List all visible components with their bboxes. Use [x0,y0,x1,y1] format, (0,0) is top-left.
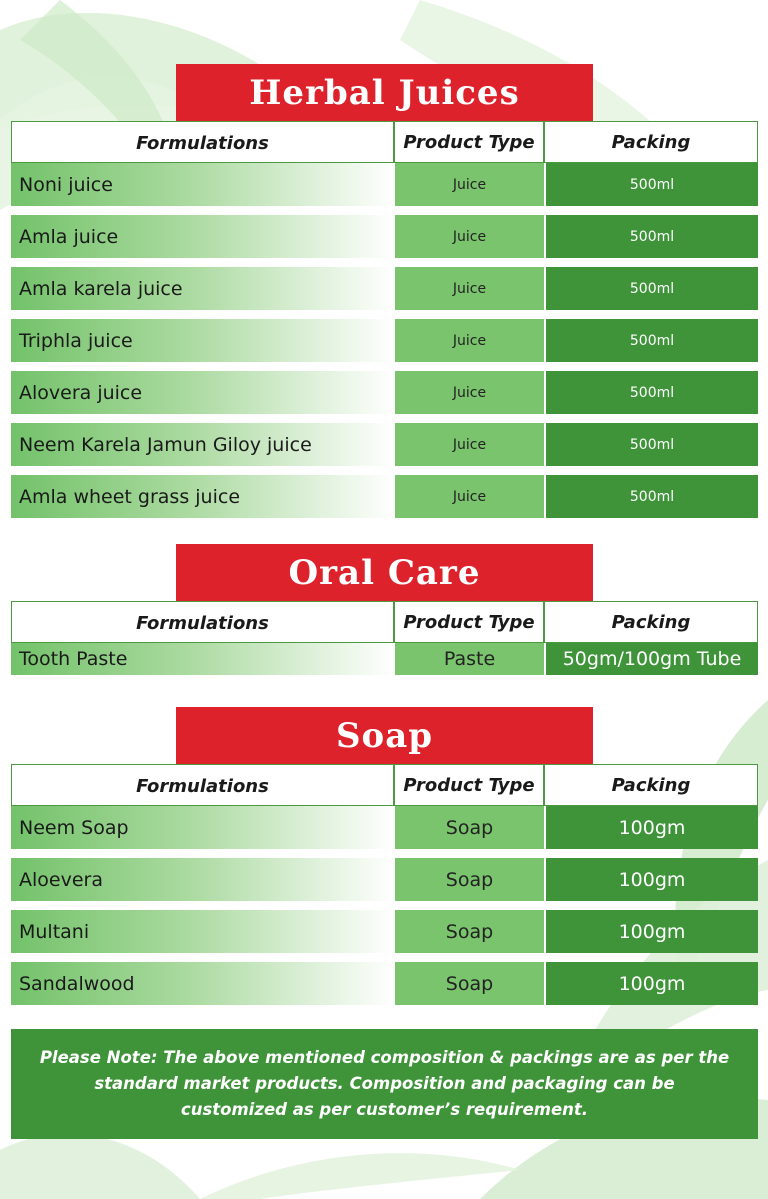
product-type-header: Product Type [394,764,544,806]
table-header: Formulations Product Type Packing [11,601,758,643]
formulation-cell: Aloevera [11,858,395,901]
table-row: Neem Soap Soap 100gm [11,806,758,849]
formulation-cell: Amla juice [11,215,395,258]
formulation-cell: Sandalwood [11,962,395,1005]
table-row: Alovera juice Juice 500ml [11,371,758,414]
table-header: Formulations Product Type Packing [11,121,758,163]
packing-cell: 100gm [546,806,758,849]
formulation-cell: Tooth Paste [11,643,395,675]
table-row: Tooth Paste Paste 50gm/100gm Tube [11,643,758,675]
formulation-cell: Neem Soap [11,806,395,849]
table-row: Noni juice Juice 500ml [11,163,758,206]
product-type-cell: Juice [395,163,544,206]
table-row: Amla juice Juice 500ml [11,215,758,258]
product-type-cell: Juice [395,215,544,258]
packing-cell: 500ml [546,267,758,310]
note-text: Please Note: The above mentioned composi… [39,1048,730,1119]
product-type-cell: Juice [395,371,544,414]
formulations-header: Formulations [11,601,394,643]
packing-cell: 100gm [546,858,758,901]
packing-cell: 500ml [546,163,758,206]
table-row: Aloevera Soap 100gm [11,858,758,901]
product-type-cell: Soap [395,858,544,901]
table-row: Amla wheet grass juice Juice 500ml [11,475,758,518]
oral-care-banner: Oral Care [176,544,593,601]
product-type-cell: Soap [395,910,544,953]
oral-care-title: Oral Care [288,552,481,593]
formulation-cell: Multani [11,910,395,953]
packing-cell: 500ml [546,215,758,258]
customization-note: Please Note: The above mentioned composi… [11,1029,758,1139]
packing-cell: 500ml [546,475,758,518]
product-type-cell: Soap [395,806,544,849]
formulation-cell: Triphla juice [11,319,395,362]
table-row: Multani Soap 100gm [11,910,758,953]
soap-banner: Soap [176,707,593,764]
table-header: Formulations Product Type Packing [11,764,758,806]
herbal-juices-title: Herbal Juices [249,72,520,113]
product-type-header: Product Type [394,121,544,163]
product-type-cell: Juice [395,267,544,310]
packing-header: Packing [544,601,758,643]
formulation-cell: Alovera juice [11,371,395,414]
packing-cell: 100gm [546,962,758,1005]
product-type-header: Product Type [394,601,544,643]
product-type-cell: Juice [395,423,544,466]
table-row: Amla karela juice Juice 500ml [11,267,758,310]
packing-cell: 500ml [546,319,758,362]
packing-cell: 500ml [546,423,758,466]
formulations-header: Formulations [11,121,394,163]
packing-cell: 500ml [546,371,758,414]
herbal-juices-banner: Herbal Juices [176,64,593,121]
product-type-cell: Paste [395,643,544,675]
formulation-cell: Noni juice [11,163,395,206]
packing-header: Packing [544,764,758,806]
table-row: Neem Karela Jamun Giloy juice Juice 500m… [11,423,758,466]
product-type-cell: Juice [395,475,544,518]
formulation-cell: Amla wheet grass juice [11,475,395,518]
formulation-cell: Neem Karela Jamun Giloy juice [11,423,395,466]
table-row: Triphla juice Juice 500ml [11,319,758,362]
formulation-cell: Amla karela juice [11,267,395,310]
product-type-cell: Juice [395,319,544,362]
packing-header: Packing [544,121,758,163]
table-row: Sandalwood Soap 100gm [11,962,758,1005]
soap-title: Soap [335,715,434,756]
packing-cell: 50gm/100gm Tube [546,643,758,675]
product-type-cell: Soap [395,962,544,1005]
packing-cell: 100gm [546,910,758,953]
formulations-header: Formulations [11,764,394,806]
